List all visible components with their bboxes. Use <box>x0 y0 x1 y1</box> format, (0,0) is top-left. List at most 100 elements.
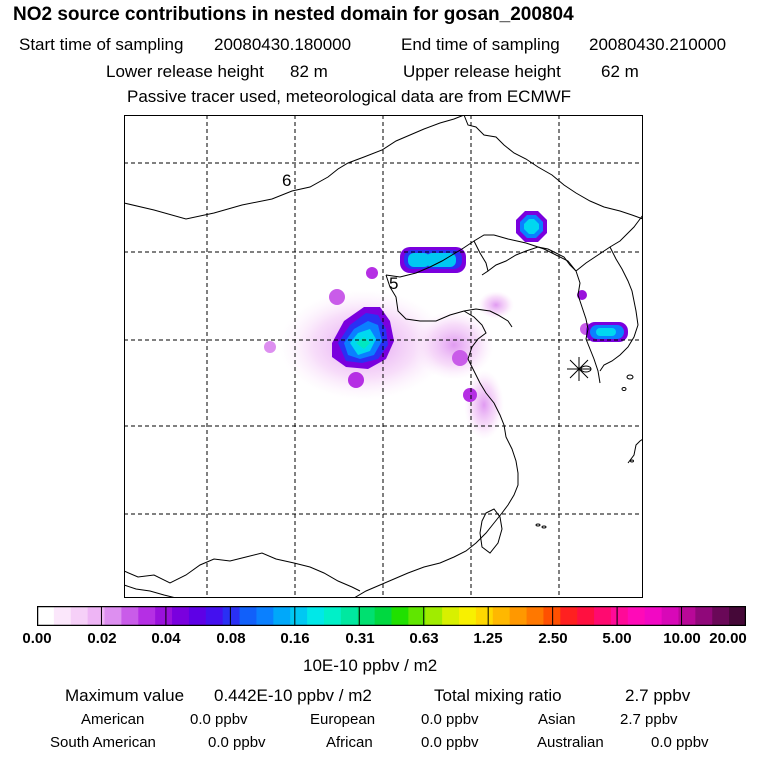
african-value: 0.0 ppbv <box>421 734 479 751</box>
colorbar-tick-label: 0.31 <box>345 630 375 647</box>
colorbar-tick-label: 1.25 <box>473 630 503 647</box>
colorbar-cell <box>627 606 646 626</box>
colorbar-cell <box>374 606 392 626</box>
south-american-label: South American <box>50 734 156 751</box>
colorbar-cell <box>205 606 224 626</box>
dalian-plume <box>516 211 547 242</box>
asian-value: 2.7 ppbv <box>620 711 678 728</box>
colorbar-cell <box>104 606 122 626</box>
colorbar-cell <box>172 606 190 626</box>
colorbar-tick-label: 20.00 <box>709 630 747 647</box>
colorbar-cell <box>594 606 612 626</box>
colorbar-cell <box>239 606 257 626</box>
colorbar-cell <box>138 606 156 626</box>
seoul-plume <box>586 322 628 342</box>
max-value-label: Maximum value <box>65 686 185 705</box>
colorbar-cell <box>340 606 359 626</box>
end-time-label: End time of sampling <box>401 35 560 54</box>
colorbar-cell <box>273 606 291 626</box>
asian-label: Asian <box>538 711 576 728</box>
colorbar-cell <box>712 606 730 626</box>
colorbar-cell <box>70 606 89 626</box>
asterisk-icon <box>567 357 591 381</box>
start-time-value: 20080430.180000 <box>214 35 352 54</box>
colorbar <box>37 606 746 626</box>
map-frame <box>124 115 643 598</box>
colorbar-frame <box>37 606 746 626</box>
shandong-haze <box>464 370 504 440</box>
colorbar-tick-label: 0.04 <box>151 630 181 647</box>
colorbar-tick-label: 0.02 <box>87 630 117 647</box>
plume-spot <box>329 289 345 305</box>
plume-spot <box>366 267 378 279</box>
colorbar-tick-label: 0.08 <box>216 630 246 647</box>
max-value: 0.442E-10 ppbv / m2 <box>214 686 372 705</box>
south-american-value: 0.0 ppbv <box>208 734 266 751</box>
colorbar-cell <box>526 606 544 626</box>
african-label: African <box>326 734 373 751</box>
start-time-label: Start time of sampling <box>19 35 184 54</box>
colorbar-tick-label: 0.16 <box>280 630 310 647</box>
colorbar-cell <box>661 606 679 626</box>
colorbar-cell <box>307 606 325 626</box>
bohai-haze <box>414 310 494 380</box>
colorbar-cell <box>644 606 663 626</box>
european-label: European <box>310 711 376 728</box>
american-label: American <box>81 711 145 728</box>
colorbar-cell <box>222 606 241 626</box>
plume-spot <box>463 388 477 402</box>
liaoning-haze <box>478 291 514 319</box>
colorbar-cell <box>543 606 561 626</box>
colorbar-cell <box>610 606 629 626</box>
colorbar-tick-label: 0.00 <box>22 630 52 647</box>
colorbar-cell <box>577 606 595 626</box>
colorbar-tick-label: 0.63 <box>409 630 439 647</box>
australian-value: 0.0 ppbv <box>651 734 709 751</box>
colorbar-cell <box>695 606 713 626</box>
total-mixing-value: 2.7 ppbv <box>625 686 691 705</box>
colorbar-cell <box>509 606 528 626</box>
total-mixing-label: Total mixing ratio <box>434 686 562 705</box>
colorbar-cell <box>121 606 139 626</box>
colorbar-cell <box>188 606 207 626</box>
colorbar-cell <box>290 606 308 626</box>
coastline-layer <box>124 115 643 598</box>
plume-spot <box>577 290 587 300</box>
colorbar-cell <box>425 606 443 626</box>
colorbar-cell <box>408 606 426 626</box>
european-value: 0.0 ppbv <box>421 711 479 728</box>
chart-title: NO2 source contributions in nested domai… <box>13 4 574 25</box>
colorbar-cell <box>37 606 55 626</box>
colorbar-cell <box>560 606 578 626</box>
map-panel: 6 5 <box>124 115 643 598</box>
upper-release-label: Upper release height <box>403 62 561 81</box>
colorbar-cell <box>87 606 106 626</box>
tracer-note: Passive tracer used, meteorological data… <box>127 87 572 106</box>
grid-label-5: 5 <box>389 274 398 293</box>
plume-spot <box>452 350 468 366</box>
plume-layer <box>264 211 628 440</box>
plume-spot <box>348 372 364 388</box>
colorbar-tick-label: 5.00 <box>602 630 632 647</box>
colorbar-cell <box>323 606 342 626</box>
colorbar-cell <box>256 606 274 626</box>
colorbar-cell <box>155 606 173 626</box>
colorbar-cell <box>442 606 460 626</box>
plume-spot <box>264 341 276 353</box>
colorbar-cell <box>391 606 409 626</box>
colorbar-cell <box>678 606 696 626</box>
colorbar-cell <box>53 606 72 626</box>
colorbar-cell <box>729 606 746 626</box>
colorbar-units: 10E-10 ppbv / m2 <box>303 656 438 675</box>
grid-lines <box>124 115 643 598</box>
american-value: 0.0 ppbv <box>190 711 248 728</box>
lower-release-value: 82 m <box>290 62 328 81</box>
colorbar-tick-label: 10.00 <box>663 630 701 647</box>
australian-label: Australian <box>537 734 604 751</box>
lower-release-label: Lower release height <box>106 62 264 81</box>
colorbar-cell <box>459 606 477 626</box>
grid-label-6: 6 <box>282 171 291 190</box>
bohai-plume <box>400 247 466 273</box>
colorbar-cell <box>357 606 376 626</box>
upper-release-value: 62 m <box>601 62 639 81</box>
